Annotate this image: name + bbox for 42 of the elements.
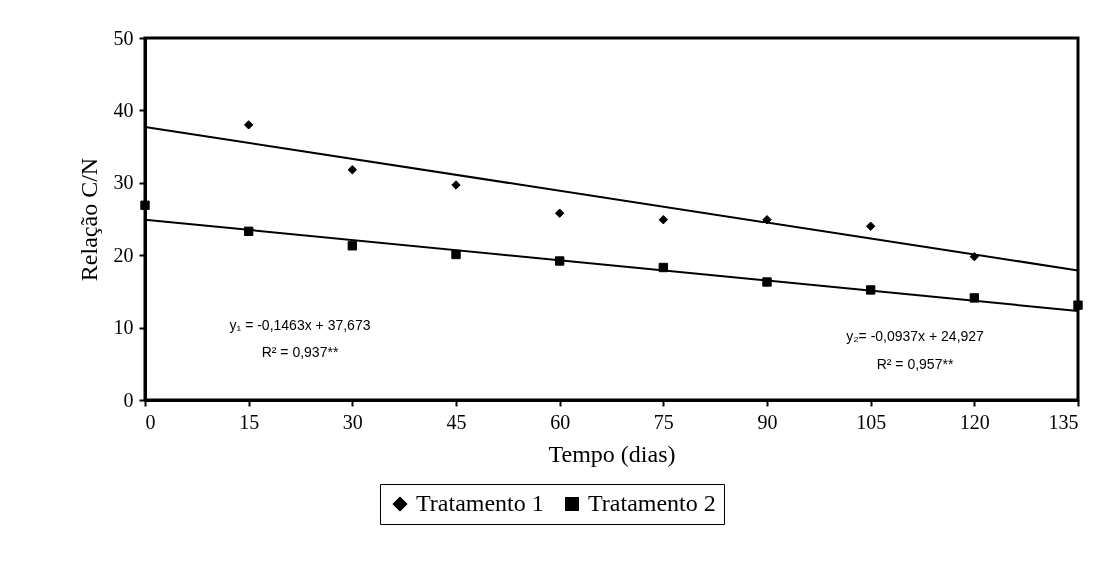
point: [451, 180, 461, 190]
y-tick-label: 10: [113, 316, 134, 339]
annotation: y₂= -0,0937x + 24,927: [846, 328, 985, 344]
legend-label: Tratamento 1: [416, 490, 544, 516]
legend-label: Tratamento 2: [588, 490, 716, 516]
point: [243, 120, 254, 130]
x-axis-title: Tempo (dias): [548, 440, 676, 467]
x-tick-label: 0: [145, 410, 156, 433]
x-tick-label: 60: [550, 410, 571, 433]
point: [865, 285, 876, 295]
point: [865, 221, 876, 231]
y-axis-title: Relação C/N: [75, 157, 102, 282]
point: [243, 226, 254, 236]
y-tick-label: 20: [113, 243, 134, 266]
point: [140, 200, 150, 210]
y-tick-label: 50: [113, 26, 134, 49]
point: [762, 277, 772, 287]
point: [969, 251, 980, 262]
point: [762, 215, 772, 225]
point: [658, 262, 669, 273]
point: [554, 256, 565, 266]
point: [451, 249, 461, 260]
annotation: R² = 0,937**: [261, 344, 339, 360]
point: [554, 208, 565, 218]
x-tick-label: 75: [653, 410, 674, 433]
point: [347, 241, 358, 251]
y-tick-label: 30: [113, 171, 134, 194]
annotation: y₁ = -0,1463x + 37,673: [229, 317, 371, 333]
y-tick-label: 40: [113, 98, 134, 121]
annotation: R² = 0,957**: [876, 356, 954, 372]
x-tick-label: 45: [446, 410, 467, 433]
x-tick-label: 15: [239, 410, 260, 433]
y-tick-label: 0: [123, 388, 134, 411]
x-tick-label: 120: [959, 410, 990, 433]
x-tick-label: 105: [856, 410, 887, 433]
point: [658, 215, 669, 225]
x-tick-label: 90: [757, 410, 778, 433]
x-tick-label: 135: [1048, 410, 1079, 433]
point: [1073, 300, 1083, 310]
point: [347, 165, 358, 175]
point: [969, 293, 980, 303]
x-tick-label: 30: [342, 410, 363, 433]
